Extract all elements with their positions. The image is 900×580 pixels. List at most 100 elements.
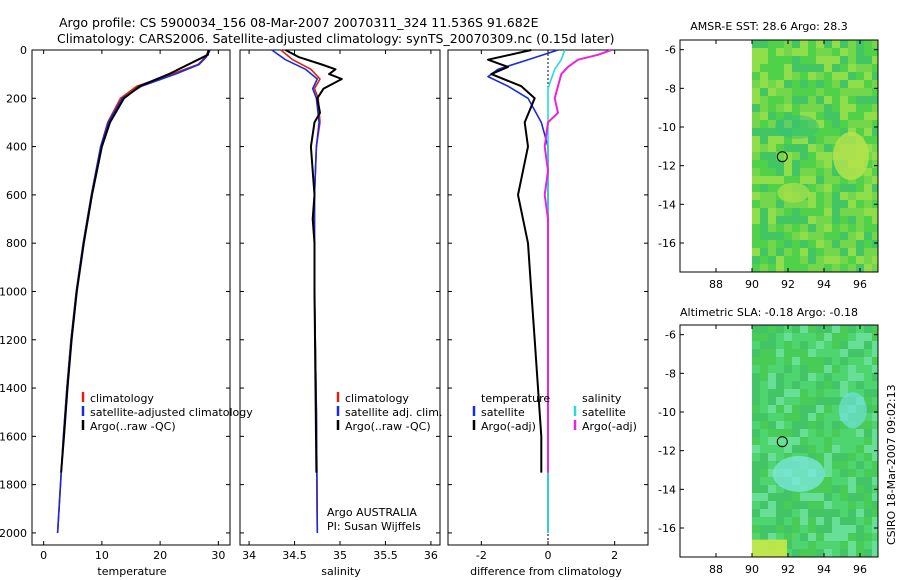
map-cell bbox=[792, 256, 800, 264]
map-cell bbox=[872, 216, 878, 224]
map-cell bbox=[808, 144, 816, 152]
map-cell bbox=[864, 160, 872, 168]
map-cell bbox=[816, 264, 824, 272]
map-cell bbox=[784, 533, 792, 541]
map-cell bbox=[872, 40, 878, 48]
map-cell bbox=[840, 96, 848, 104]
map-cell bbox=[824, 96, 832, 104]
map-cell bbox=[856, 541, 864, 549]
map-cell bbox=[800, 365, 808, 373]
map-cell bbox=[856, 224, 864, 232]
map-cell bbox=[816, 421, 824, 429]
map-cell bbox=[752, 120, 760, 128]
map-cell bbox=[864, 56, 872, 64]
map-cell bbox=[832, 168, 840, 176]
x-tick-label: 10 bbox=[95, 549, 109, 562]
figure-title-line2: Climatology: CARS2006. Satellite-adjuste… bbox=[57, 31, 614, 46]
map-cell bbox=[776, 152, 784, 160]
map-cell bbox=[824, 477, 832, 485]
map-cell bbox=[808, 429, 816, 437]
map-cell bbox=[800, 40, 808, 48]
map-cell bbox=[768, 325, 776, 333]
map-cell bbox=[816, 256, 824, 264]
map-cell bbox=[776, 256, 784, 264]
map-cell bbox=[872, 325, 878, 333]
map-cell bbox=[864, 421, 872, 429]
map-cell bbox=[760, 493, 768, 501]
map-cell bbox=[784, 168, 792, 176]
map-cell bbox=[760, 421, 768, 429]
map-low-patch bbox=[772, 455, 825, 492]
map-cell bbox=[784, 357, 792, 365]
map-cell bbox=[832, 429, 840, 437]
map-cell bbox=[816, 88, 824, 96]
map-cell bbox=[760, 405, 768, 413]
map-cell bbox=[864, 485, 872, 493]
map-cell bbox=[760, 325, 768, 333]
map-low-patch bbox=[838, 392, 867, 429]
map-cell bbox=[872, 389, 878, 397]
map-cell bbox=[864, 437, 872, 445]
map-cell bbox=[816, 184, 824, 192]
map-cell bbox=[832, 501, 840, 509]
map-cell bbox=[768, 341, 776, 349]
sla-map-panel: 88 90 92 94 96 -6 -8 -10 -12 -14 -16 bbox=[658, 324, 879, 576]
y-tick-label: 1800 bbox=[0, 479, 27, 492]
map-cell bbox=[808, 397, 816, 405]
map-cell bbox=[760, 224, 768, 232]
map-cell bbox=[768, 232, 776, 240]
map-cell bbox=[872, 533, 878, 541]
map-cell bbox=[864, 120, 872, 128]
map-cell bbox=[768, 429, 776, 437]
map-cell bbox=[864, 88, 872, 96]
map-cell bbox=[808, 80, 816, 88]
map-cell bbox=[776, 48, 784, 56]
map-cell bbox=[864, 232, 872, 240]
map-cell bbox=[856, 56, 864, 64]
map-cell bbox=[752, 136, 760, 144]
map-cell bbox=[752, 509, 760, 517]
map-cell bbox=[752, 485, 760, 493]
map-cell bbox=[752, 341, 760, 349]
map-cell bbox=[800, 264, 808, 272]
map-cell bbox=[872, 541, 878, 549]
map-cell bbox=[792, 232, 800, 240]
map-cell bbox=[784, 232, 792, 240]
map-cell bbox=[848, 264, 856, 272]
map-cell bbox=[824, 349, 832, 357]
map-cell bbox=[760, 469, 768, 477]
map-cell bbox=[816, 176, 824, 184]
series-line-salinity-satellite bbox=[547, 49, 566, 533]
map-cell bbox=[760, 104, 768, 112]
map-cell bbox=[872, 549, 878, 557]
map-cell bbox=[872, 160, 878, 168]
map-cell bbox=[864, 264, 872, 272]
map-cell bbox=[752, 224, 760, 232]
map-cell bbox=[752, 525, 760, 533]
map-cell bbox=[816, 413, 824, 421]
map-cell bbox=[760, 357, 768, 365]
map-cell bbox=[840, 501, 848, 509]
map-cell bbox=[872, 469, 878, 477]
map-cell bbox=[800, 136, 808, 144]
map-cell bbox=[760, 112, 768, 120]
map-cell bbox=[760, 136, 768, 144]
map-cell bbox=[776, 80, 784, 88]
map-cell bbox=[808, 533, 816, 541]
map-cell bbox=[752, 333, 760, 341]
map-cell bbox=[840, 200, 848, 208]
map-cell bbox=[800, 501, 808, 509]
series-line-temperature-argo-adj- bbox=[487, 49, 543, 473]
sst-map-panel: 88 90 92 94 96 -6 -8 -10 -12 -14 -16 bbox=[658, 39, 879, 291]
map-cell bbox=[856, 192, 864, 200]
map-cell bbox=[808, 549, 816, 557]
map-cell bbox=[864, 509, 872, 517]
map-cell bbox=[856, 357, 864, 365]
map-cell bbox=[824, 357, 832, 365]
map-cell bbox=[768, 421, 776, 429]
map-cell bbox=[824, 72, 832, 80]
y-tick-label: -6 bbox=[665, 329, 676, 342]
map-cell bbox=[760, 64, 768, 72]
map-cell bbox=[760, 72, 768, 80]
map-cell bbox=[848, 176, 856, 184]
